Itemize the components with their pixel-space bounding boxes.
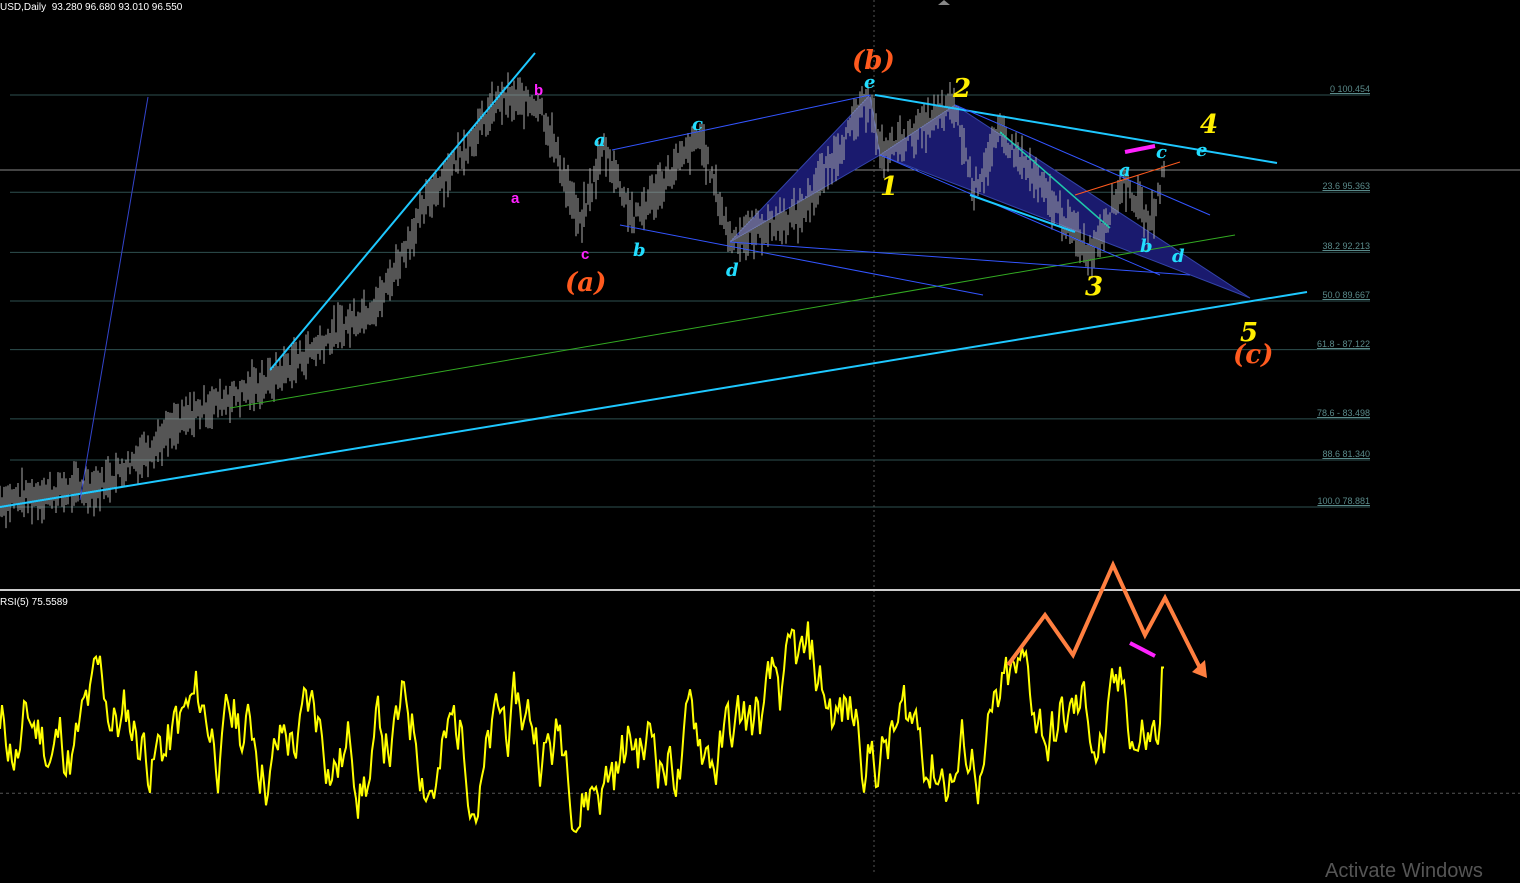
trendline: [229, 234, 1236, 409]
wave-label: b: [534, 82, 544, 99]
arrow-head-icon: [1192, 660, 1207, 678]
trendline: [79, 96, 149, 501]
symbol-label: USD,Daily: [0, 2, 47, 13]
wave-label: (b): [852, 46, 895, 76]
chart-shift-marker-icon: [938, 0, 950, 5]
trendline: [874, 94, 1278, 164]
wave-label: d: [1172, 246, 1185, 267]
fib-label: 88.6 81.340: [1322, 449, 1370, 460]
trendline: [954, 104, 1211, 216]
divergence-mark: [1129, 641, 1156, 658]
trendline: [1124, 144, 1156, 154]
trendline: [879, 154, 1161, 276]
pattern-triangle: [878, 104, 1251, 299]
wave-label: b: [633, 240, 646, 261]
wave-label: 3: [1085, 272, 1104, 302]
wave-label: a: [511, 190, 520, 207]
wave-label: c: [692, 114, 703, 135]
fib-label: 78.6 - 83.498: [1316, 407, 1370, 418]
trendline: [619, 224, 984, 296]
activate-windows-watermark: Activate Windows: [1325, 860, 1483, 882]
fib-label: 38.2 92.213: [1322, 241, 1370, 252]
fib-label: 23.6 95.363: [1322, 181, 1370, 192]
fib-label: 61.8 - 87.122: [1316, 338, 1370, 349]
rsi-line: [0, 621, 1164, 834]
wave-label: d: [726, 260, 739, 281]
fib-label: 100.0 78.881: [1317, 496, 1370, 506]
wave-label: 1: [880, 172, 899, 202]
trendline: [729, 241, 1191, 276]
wave-label: 4: [1200, 110, 1219, 140]
wave-label: c: [581, 246, 590, 263]
wave-label: a: [1119, 160, 1131, 181]
fib-label: 50.0 89.667: [1322, 290, 1370, 300]
trendline: [969, 194, 1076, 233]
fib-label: 0 100.454: [1329, 84, 1370, 94]
trendline: [0, 291, 1308, 508]
wave-label: c: [1156, 142, 1167, 163]
rsi-label: RSI(5) 75.5589: [0, 597, 68, 608]
trendline: [269, 52, 536, 371]
wave-label: e: [864, 72, 876, 93]
trendline: [999, 131, 1111, 229]
wave-label: 2: [953, 74, 972, 104]
wave-label: e: [1196, 140, 1208, 161]
trendline: [611, 94, 871, 151]
annotation-arrow-path: [1006, 560, 1204, 673]
chart-header: USD,Daily 93.280 96.680 93.010 96.550: [0, 2, 182, 13]
wave-label: (a): [565, 268, 607, 298]
wave-label: 5: [1240, 318, 1259, 348]
wave-label: b: [1140, 236, 1153, 257]
wave-label: a: [594, 130, 606, 151]
trendline: [1074, 161, 1181, 196]
ohlc-values: 93.280 96.680 93.010 96.550: [51, 2, 183, 13]
wave-label: (c): [1233, 340, 1274, 370]
